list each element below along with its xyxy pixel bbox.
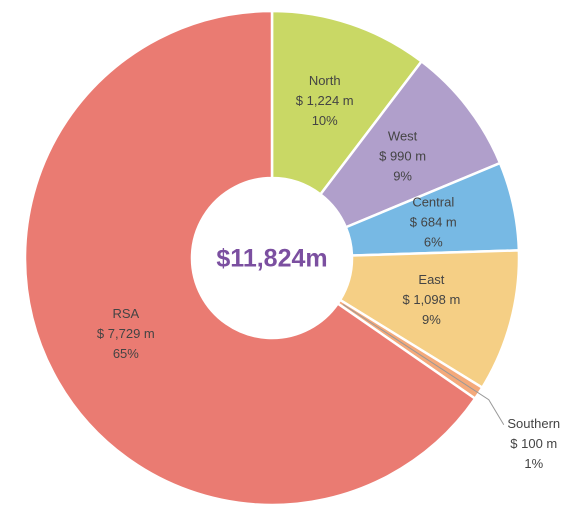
leader-line <box>342 304 505 425</box>
value-label: $ 100 m <box>510 436 557 451</box>
category-label: West <box>388 129 418 144</box>
percentage-label: 10% <box>312 113 338 128</box>
center-label: $11,824m <box>216 245 327 273</box>
value-label: $ 1,224 m <box>296 93 354 108</box>
category-label: Southern <box>507 416 560 431</box>
percentage-label: 65% <box>113 346 139 361</box>
value-label: $ 990 m <box>379 149 426 164</box>
category-label: North <box>309 73 341 88</box>
value-label: $ 7,729 m <box>97 326 155 341</box>
category-label: East <box>418 272 444 287</box>
category-label: RSA <box>112 306 139 321</box>
percentage-label: 1% <box>524 456 543 471</box>
slice <box>338 249 521 390</box>
value-label: $ 684 m <box>410 215 457 230</box>
slice <box>23 9 477 505</box>
percentage-label: 9% <box>393 169 412 184</box>
value-label: $ 1,098 m <box>403 292 461 307</box>
percentage-label: 6% <box>424 235 443 250</box>
slices <box>23 9 521 505</box>
percentage-label: 9% <box>422 312 441 327</box>
slice <box>270 9 424 197</box>
category-label: Central <box>412 195 454 210</box>
